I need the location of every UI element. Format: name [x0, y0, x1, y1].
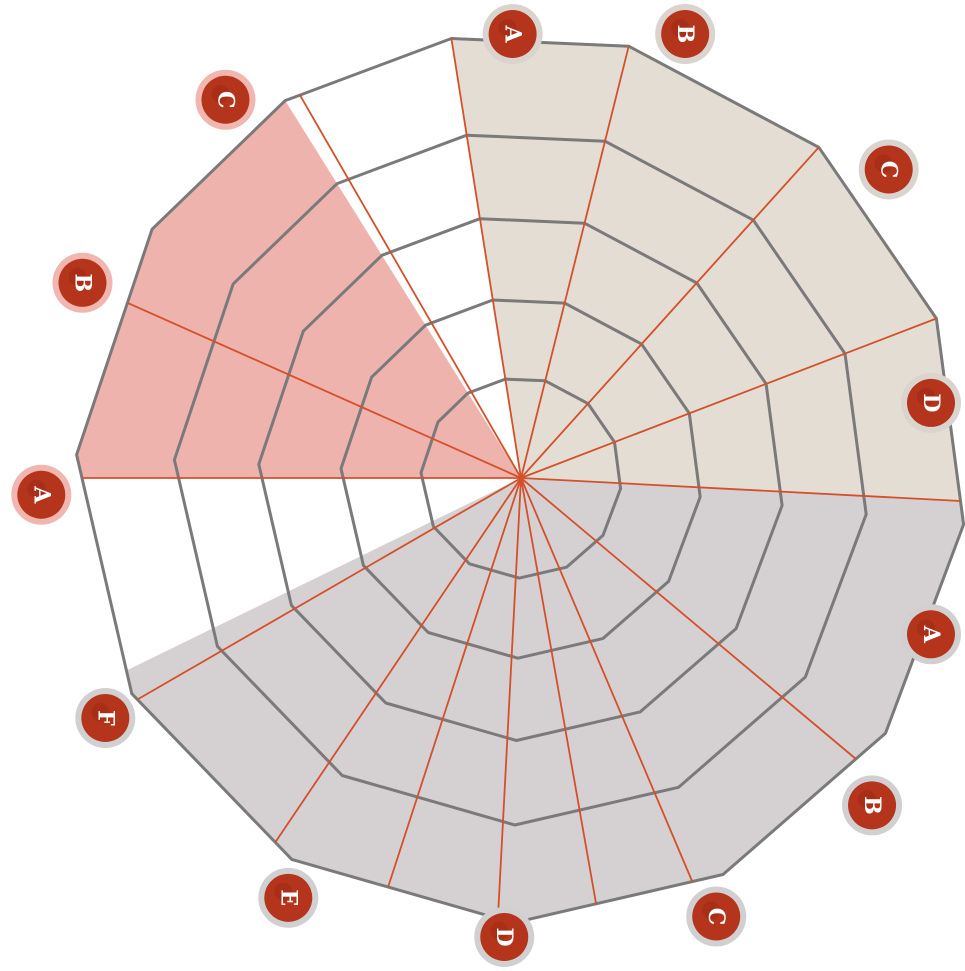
left-group-sector: [76, 100, 521, 478]
badge-label: E: [275, 889, 301, 906]
badge-bottom-group-D: D: [474, 907, 535, 967]
badge-label: B: [859, 796, 885, 815]
badge-core: [907, 378, 955, 427]
badge-texture: [68, 267, 87, 286]
badge-core: [661, 10, 710, 58]
spoke-9: [497, 477, 522, 919]
badge-texture: [91, 703, 110, 721]
badge-texture: [211, 84, 230, 103]
badge-left-group-A: A: [11, 464, 72, 525]
spoke-15: [299, 94, 522, 479]
spoke-1: [450, 38, 522, 479]
badge-core: [864, 145, 913, 194]
badge-core: [480, 913, 529, 961]
badge-core: [81, 694, 130, 742]
grid-rings: [75, 37, 965, 925]
spoke-6: [520, 477, 857, 760]
badge-texture: [490, 922, 509, 940]
badge-core: [488, 10, 537, 58]
spoke-10: [387, 477, 522, 888]
top-right-group-sector: [451, 38, 964, 525]
bottom-group-sector: [126, 478, 964, 923]
badge-top-right-group-D: D: [901, 372, 961, 433]
badge-core: [17, 470, 66, 519]
badge-core: [692, 892, 741, 941]
badge-core: [201, 75, 250, 124]
badge-label: C: [876, 161, 902, 179]
label-badges: A B C D A B C D E F A B C: [11, 4, 961, 967]
spoke-3: [520, 146, 820, 479]
badge-texture: [702, 901, 721, 920]
spoke-2: [520, 45, 630, 479]
badge-bottom-group-B: B: [842, 775, 903, 836]
badge-texture: [858, 790, 877, 809]
spoke-12: [136, 477, 522, 701]
badge-top-right-group-B: B: [655, 4, 716, 64]
badge-label: B: [672, 25, 698, 44]
badge-texture: [671, 19, 690, 37]
sector-fills: [76, 38, 964, 923]
badge-texture: [917, 619, 935, 638]
badge-label: A: [28, 485, 54, 504]
spoke-4: [520, 317, 937, 479]
badge-label: C: [213, 91, 239, 109]
grid-ring-1: [419, 377, 623, 580]
badge-bottom-group-F: F: [75, 688, 136, 748]
badge-core: [264, 873, 313, 922]
badge-left-group-B: B: [52, 252, 113, 313]
badge-bottom-group-E: E: [258, 867, 319, 928]
badge-core: [58, 258, 107, 307]
badge-texture: [874, 154, 893, 173]
spoke-11: [274, 477, 522, 843]
badge-bottom-group-C: C: [686, 886, 747, 947]
badge-top-right-group-A: A: [482, 4, 543, 64]
badge-label: C: [703, 908, 729, 926]
badge-texture: [498, 19, 517, 37]
spoke-5: [520, 477, 961, 502]
badge-label: D: [491, 928, 517, 947]
badge-texture: [274, 882, 293, 901]
badge-top-right-group-C: C: [858, 139, 919, 200]
spokes: [82, 38, 961, 919]
spoke-7: [520, 477, 694, 882]
badge-bottom-group-A: A: [901, 604, 961, 665]
badge-texture: [27, 479, 46, 498]
badge-label: F: [92, 710, 118, 726]
badge-core: [907, 610, 955, 659]
grid-ring-4: [172, 133, 868, 827]
grid-ring-3: [257, 217, 784, 742]
grid-ring-5: [75, 37, 965, 925]
badge-texture: [917, 387, 935, 406]
badge-label: A: [500, 24, 526, 43]
badge-label: A: [918, 625, 944, 644]
badge-core: [848, 781, 897, 830]
grid-ring-2: [339, 298, 702, 660]
badge-left-group-C: C: [195, 69, 256, 130]
badge-label: B: [70, 273, 96, 292]
spoke-14: [127, 301, 522, 479]
spoke-8: [520, 477, 597, 904]
badge-label: D: [918, 393, 944, 412]
